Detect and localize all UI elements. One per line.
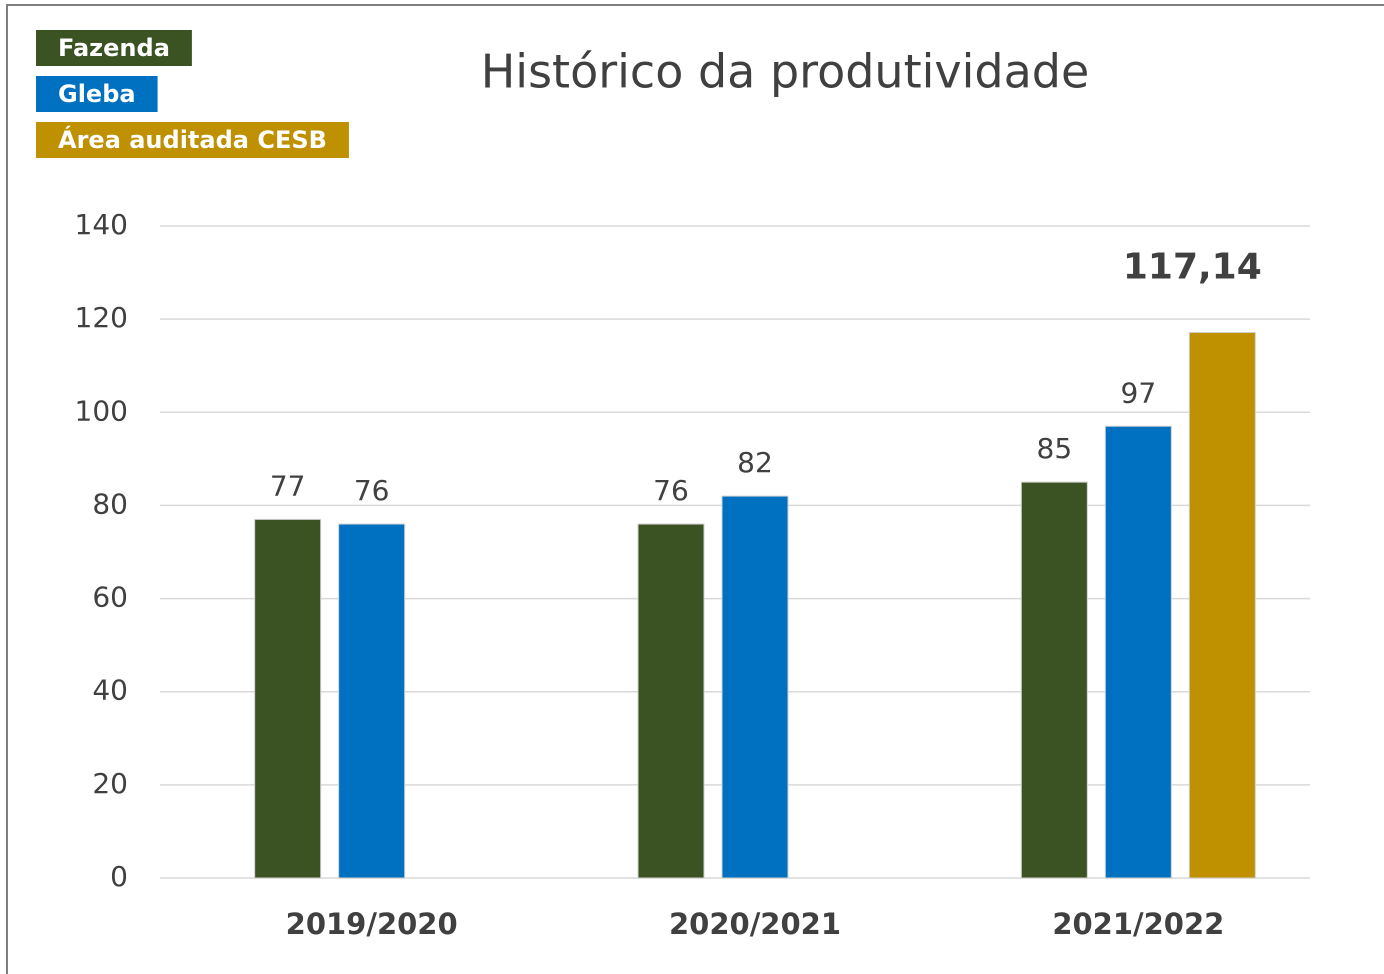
y-tick-label: 20 <box>92 767 128 800</box>
y-tick-label: 60 <box>92 581 128 614</box>
y-tick-label: 40 <box>92 674 128 707</box>
legend-swatch <box>36 30 192 66</box>
bar <box>254 518 322 879</box>
bar <box>1020 481 1088 879</box>
x-tick-label: 2021/2022 <box>1052 907 1224 941</box>
legend-label: Fazenda <box>58 34 170 62</box>
legend-label: Gleba <box>58 80 136 108</box>
value-label: 117,14 <box>1123 246 1262 287</box>
value-label: 77 <box>270 469 306 502</box>
value-label: 76 <box>653 474 689 507</box>
legend-label: Área auditada CESB <box>58 125 327 154</box>
x-tick-label: 2020/2021 <box>669 907 841 941</box>
y-tick-label: 0 <box>110 860 128 893</box>
y-tick-label: 140 <box>75 208 128 241</box>
bar <box>1188 331 1256 879</box>
bar <box>721 495 789 879</box>
legend-swatch <box>36 76 158 112</box>
bar <box>338 523 406 879</box>
x-tick-label: 2019/2020 <box>286 907 458 941</box>
y-tick-label: 80 <box>92 487 128 520</box>
bar <box>637 523 705 879</box>
bar <box>1104 425 1172 879</box>
legend-swatch <box>36 122 349 158</box>
y-tick-label: 120 <box>75 301 128 334</box>
value-label: 76 <box>354 474 390 507</box>
value-label: 85 <box>1037 432 1073 465</box>
y-tick-label: 100 <box>75 394 128 427</box>
frame <box>6 4 1384 974</box>
value-label: 97 <box>1121 376 1157 409</box>
value-label: 82 <box>737 446 773 479</box>
chart-title: Histórico da produtividade <box>481 45 1090 99</box>
